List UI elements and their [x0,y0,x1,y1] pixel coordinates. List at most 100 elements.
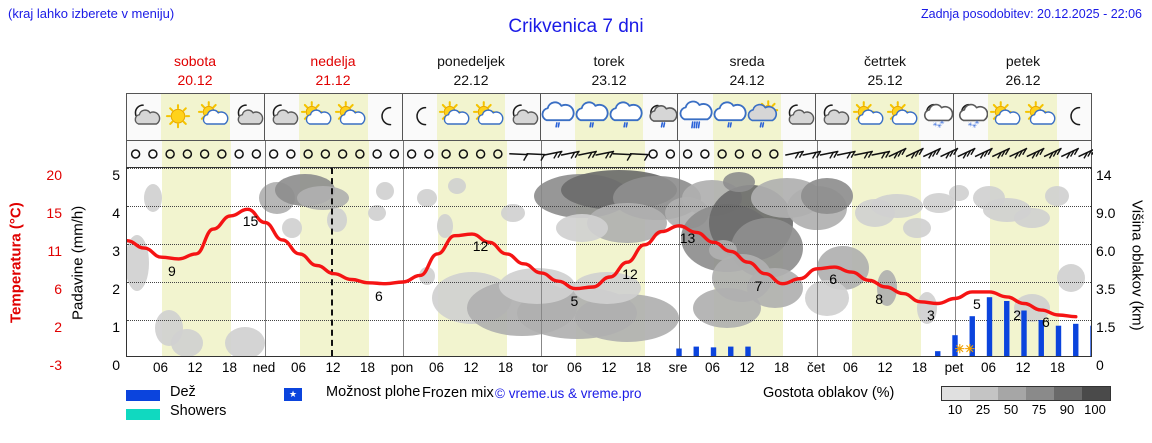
cloud-density-tick: 90 [1059,402,1075,417]
icon-day-4 [678,94,817,140]
axis-tick: 3.5 [1096,281,1116,297]
cloud-density-tick: 100 [1084,402,1106,417]
temperature-value-label: 15 [242,213,259,230]
day-separator [265,168,266,356]
moon-cloud-snow-icon: ✳ ✳ ✳ [954,94,989,140]
time-tick-label: 06 [842,360,859,375]
svg-text:✳: ✳ [968,121,973,128]
sun-cloud-icon [1022,94,1057,140]
day-separator [955,141,956,167]
day-name: ponedeljek [437,53,505,69]
day-date: 22.12 [453,72,489,88]
showers-label: Showers [170,403,227,419]
weather-icon-band: ✳ ✳ ✳ ✳ ✳ ✳ [126,93,1092,141]
sun-cloud-icon [988,94,1023,140]
daylight-band [437,141,507,167]
cloud-density-step [970,387,998,400]
icon-day-1 [265,94,403,140]
moon-cloud-rain-icon [643,94,678,140]
time-tick-label: 12 [463,360,479,375]
time-tick-label: 06 [290,360,307,375]
sun-cloud-icon [471,94,506,140]
daylight-band [299,141,369,167]
moon-cloud-icon [505,94,539,140]
axis-tick: 3 [112,243,120,259]
moon-cloud-icon [265,94,299,140]
day-date: 26.12 [1005,72,1041,88]
axis-tick: 11 [47,243,62,259]
day-name: torek [593,53,625,69]
time-tick-label: tor [532,360,548,375]
sun-cloud-icon [436,94,472,140]
axis-tick: 1.5 [1096,319,1116,335]
icon-day-2 [403,94,541,140]
time-tick-label: 06 [704,360,721,375]
icon-day-5: ✳ ✳ ✳ [816,94,955,140]
legend: Dež Showers ★ Možnost plohe Frozen mix ©… [126,384,1146,434]
rain-swatch [126,390,160,401]
time-tick-label: sre [668,360,688,375]
precipitation-axis-title: Padavine (mm/h) [69,205,87,320]
page-title: Crikvenica 7 dni [508,16,644,37]
axis-tick: 4 [112,205,120,221]
axis-tick: 14 [1096,167,1112,183]
temperature-value-label: 5 [570,292,579,309]
sun-cloud-icon [884,94,919,140]
temperature-value-label: 5 [973,295,981,312]
icon-day-3 [541,94,679,140]
temperature-curve [127,207,1078,319]
temperature-value-label: 7 [754,277,763,294]
moon-cloud-icon [781,94,815,140]
day-separator [403,141,404,167]
cloud-density-step [1026,387,1054,400]
time-tick-label: 12 [601,360,617,375]
axis-tick: 2 [54,319,62,335]
day-header-6: petek 26.12 [954,52,1092,92]
cloud-density-ticks: 10 25 50 75 90 100 [941,402,1116,420]
moon-cloud-icon [127,94,161,140]
sun-icon [161,94,196,140]
day-separator [679,141,680,167]
precipitation-axis-ticks: 5 4 3 2 1 0 [92,160,120,373]
day-separator [541,168,542,356]
moon-icon [403,94,437,140]
cloud-density-scale [941,386,1111,401]
time-tick-label: 06 [980,360,997,375]
time-tick-label: pon [390,360,414,375]
time-tick-label: 18 [773,360,790,375]
horizontal-gridline [127,320,1091,321]
cloud-rain-icon [609,94,644,140]
horizontal-gridline [127,206,1091,207]
chance-of-showers-label: Možnost plohe [326,384,421,400]
day-separator [403,168,404,356]
cloud-height-axis-title: Višina oblakov (km) [1128,199,1146,331]
cloud-density-step [998,387,1026,400]
sun-cloud-icon [299,94,334,140]
day-separator [955,168,956,356]
day-header-1: nedelja 21.12 [264,52,402,92]
day-date: 24.12 [729,72,765,88]
temperature-value-label: 8 [875,290,884,307]
axis-tick: 6.0 [1096,243,1116,259]
cloud-rain-heavy-icon [678,94,713,140]
axis-tick: 20 [46,167,62,183]
cloud-density-tick: 50 [1003,402,1019,417]
day-name: petek [1005,53,1041,69]
time-tick-label: pet [944,360,964,375]
cloud-density-title: Gostota oblakov (%) [763,385,895,401]
temperature-value-label: 3 [927,307,935,324]
temperature-value-label: 12 [622,266,638,283]
rain-label: Dež [170,384,196,400]
cloud-density-tick: 75 [1031,402,1047,417]
wind-barb-band [126,141,1093,167]
day-date: 20.12 [177,72,213,88]
day-separator [817,141,818,167]
icon-day-6: ✳ ✳ ✳ [954,94,1091,140]
day-header-4: sreda 24.12 [678,52,816,92]
cloud-density-tick: 25 [975,402,991,417]
cloud-height-axis-ticks: 14 9.0 6.0 3.5 1.5 0 [1096,160,1130,373]
sun-cloud-icon [850,94,885,140]
time-tick-label: 06 [566,360,583,375]
sun-cloud-icon [195,94,230,140]
svg-text:✳: ✳ [972,123,977,130]
